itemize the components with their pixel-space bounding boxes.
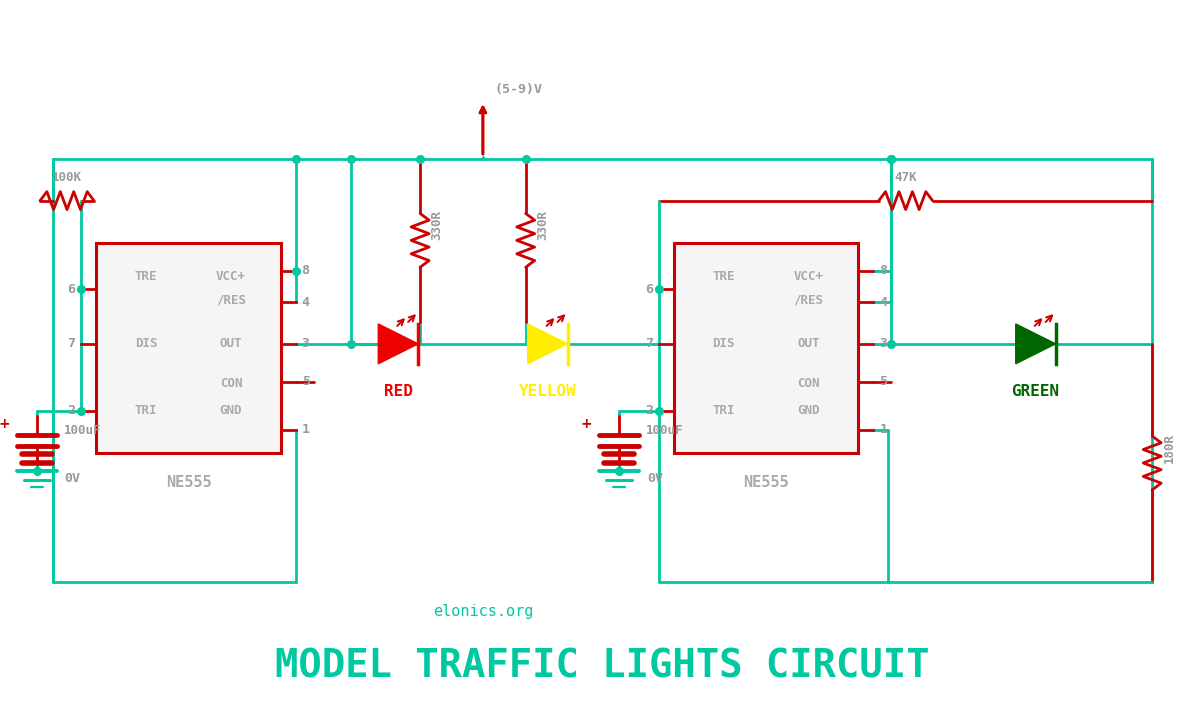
Text: DIS: DIS <box>134 337 157 350</box>
Text: 8: 8 <box>880 264 887 277</box>
Polygon shape <box>1015 324 1056 364</box>
Text: NE555: NE555 <box>744 475 790 490</box>
Text: OUT: OUT <box>220 337 242 350</box>
Text: 1: 1 <box>301 423 310 436</box>
Text: VCC+: VCC+ <box>793 270 823 284</box>
Text: 1: 1 <box>880 423 887 436</box>
Text: TRE: TRE <box>134 270 157 284</box>
Text: (5-9)V: (5-9)V <box>494 83 542 96</box>
Polygon shape <box>528 324 568 364</box>
Text: /RES: /RES <box>216 294 246 307</box>
Text: 4: 4 <box>301 295 310 309</box>
Bar <box>674 243 858 453</box>
Text: 6: 6 <box>67 283 76 296</box>
Text: TRI: TRI <box>134 404 157 417</box>
Text: +: + <box>0 417 10 431</box>
Text: 2: 2 <box>67 404 76 417</box>
Bar <box>96 243 281 453</box>
Text: 0V: 0V <box>647 472 664 485</box>
Text: 4: 4 <box>880 295 887 309</box>
Text: VCC+: VCC+ <box>216 270 246 284</box>
Text: 2: 2 <box>646 404 653 417</box>
Text: DIS: DIS <box>713 337 736 350</box>
Text: CON: CON <box>220 377 242 390</box>
Text: 0V: 0V <box>65 472 80 485</box>
Text: 330R: 330R <box>431 210 444 240</box>
Text: elonics.org: elonics.org <box>433 605 533 620</box>
Text: 100uF: 100uF <box>647 424 684 436</box>
Text: TRI: TRI <box>713 404 736 417</box>
Text: 3: 3 <box>301 337 310 350</box>
Text: 47K: 47K <box>894 170 917 184</box>
Text: MODEL TRAFFIC LIGHTS CIRCUIT: MODEL TRAFFIC LIGHTS CIRCUIT <box>275 647 930 686</box>
Text: 3: 3 <box>880 337 887 350</box>
Text: GND: GND <box>797 404 820 417</box>
Text: 5: 5 <box>301 375 310 388</box>
Text: 7: 7 <box>67 337 76 350</box>
Text: RED: RED <box>384 384 413 399</box>
Text: NE555: NE555 <box>166 475 211 490</box>
Text: GND: GND <box>220 404 242 417</box>
Text: 7: 7 <box>646 337 653 350</box>
Text: 8: 8 <box>301 264 310 277</box>
Text: /RES: /RES <box>793 294 823 307</box>
Text: 330R: 330R <box>536 210 550 240</box>
Text: 100K: 100K <box>52 170 82 184</box>
Text: CON: CON <box>797 377 820 390</box>
Text: TRE: TRE <box>713 270 736 284</box>
Text: 100uF: 100uF <box>64 424 101 436</box>
Text: +: + <box>581 417 593 431</box>
Text: GREEN: GREEN <box>1012 384 1060 399</box>
Text: 180R: 180R <box>1163 433 1176 463</box>
Polygon shape <box>378 324 418 364</box>
Text: 5: 5 <box>880 375 887 388</box>
Text: OUT: OUT <box>797 337 820 350</box>
Text: 6: 6 <box>646 283 653 296</box>
Text: YELLOW: YELLOW <box>518 384 576 399</box>
